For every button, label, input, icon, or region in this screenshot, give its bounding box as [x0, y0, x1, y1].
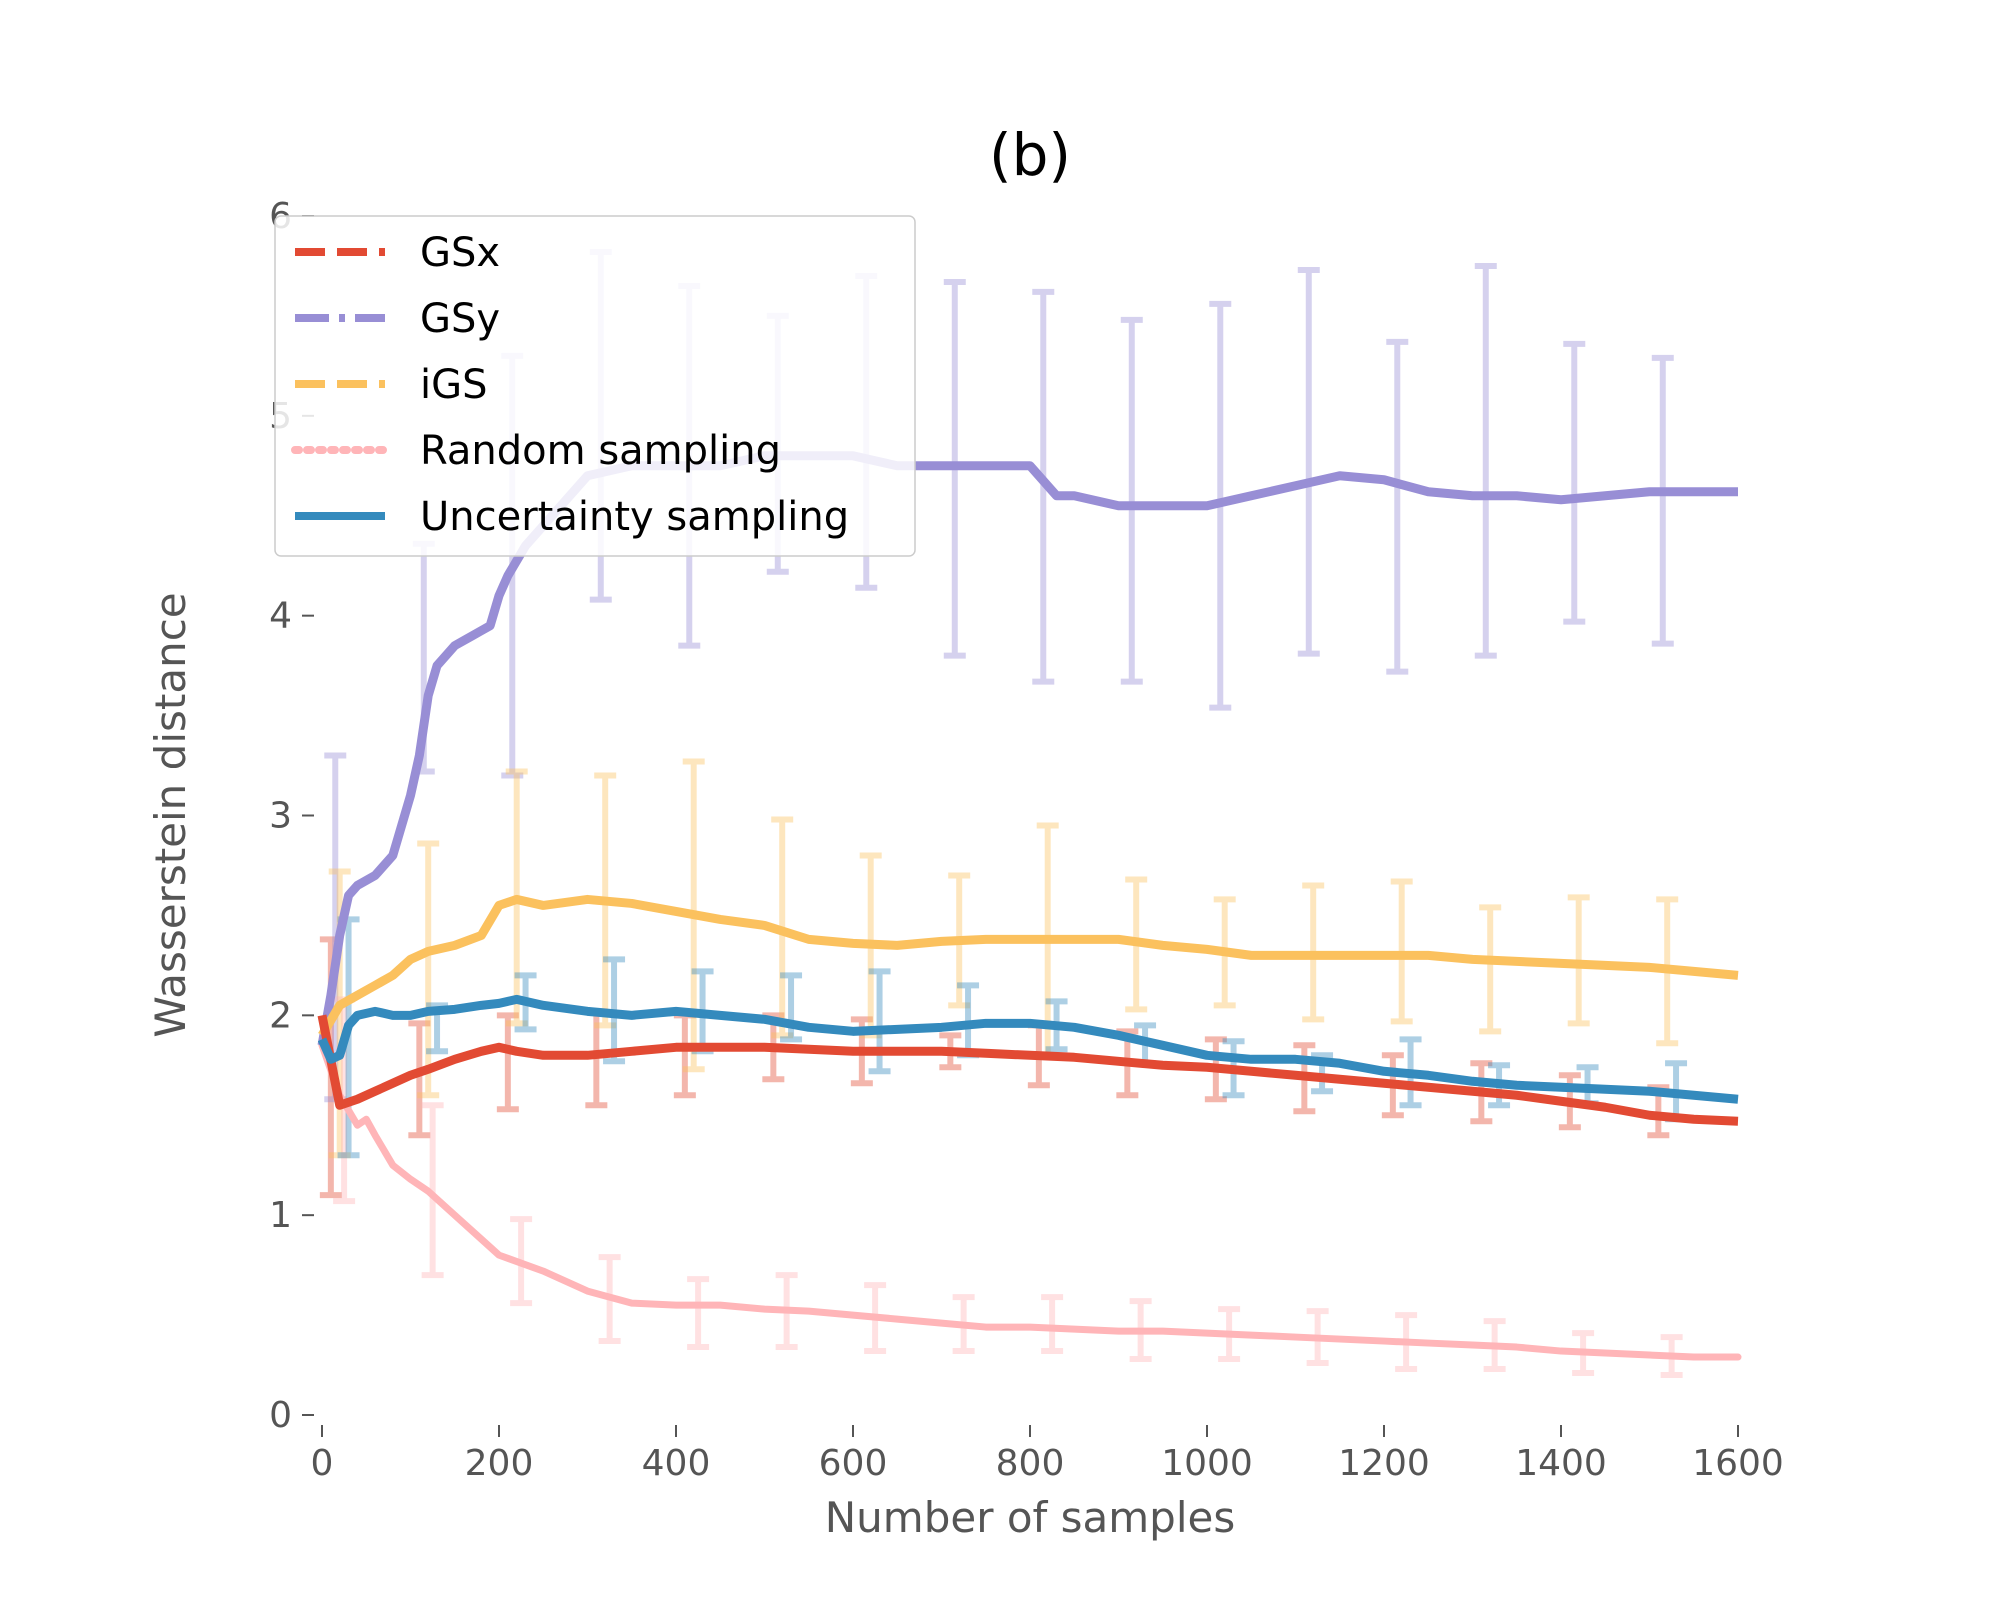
- error-bar: [1041, 1294, 1064, 1355]
- error-bar: [1563, 340, 1586, 625]
- y-tick-label: 3: [269, 796, 292, 837]
- series-line-igs: [318, 894, 1739, 1038]
- error-bar: [1651, 354, 1674, 647]
- y-tick-label: 2: [269, 995, 292, 1036]
- x-tick-label: 0: [311, 1443, 334, 1484]
- x-axis: 0 200 400 600 800 1000 1200 1400 1600: [311, 1425, 1784, 1484]
- error-bar: [417, 840, 440, 1099]
- series-line-random-sampling: [318, 1041, 1742, 1361]
- error-bar: [421, 1102, 444, 1279]
- x-tick-label: 1200: [1338, 1443, 1430, 1484]
- legend-label: GSy: [420, 296, 500, 342]
- x-tick-label: 600: [819, 1443, 888, 1484]
- x-tick-label: 1000: [1161, 1443, 1253, 1484]
- x-tick-label: 400: [642, 1443, 711, 1484]
- legend-label: GSx: [420, 230, 500, 276]
- legend-box: [274, 215, 916, 557]
- error-bar: [1386, 338, 1409, 675]
- error-bar: [1474, 262, 1497, 659]
- error-bar: [1479, 904, 1502, 1035]
- series-lines: [317, 451, 1742, 1361]
- error-bar: [1120, 316, 1143, 685]
- chart-title: (b): [989, 121, 1071, 189]
- x-tick-label: 800: [996, 1443, 1065, 1484]
- x-tick-label: 200: [465, 1443, 534, 1484]
- y-tick-label: 1: [269, 1195, 292, 1236]
- legend: GSx GSy iGS Random sampling Uncertainty samp…: [274, 215, 916, 557]
- y-tick-label: 0: [269, 1395, 292, 1436]
- error-bar: [408, 1020, 431, 1139]
- x-axis-label: Number of samples: [825, 1493, 1235, 1542]
- error-bar: [496, 1012, 519, 1113]
- x-tick-label: 1600: [1692, 1443, 1784, 1484]
- series-line-uncertainty-sampling: [317, 994, 1739, 1104]
- y-axis-label: Wasserstein distance: [146, 592, 195, 1037]
- legend-label: Random sampling: [420, 428, 781, 474]
- error-bar: [1297, 266, 1320, 657]
- x-tick-label: 1400: [1515, 1443, 1607, 1484]
- legend-label: Uncertainty sampling: [420, 494, 849, 540]
- legend-label: iGS: [420, 362, 488, 408]
- series-line-gsx: [317, 1014, 1739, 1126]
- y-tick-label: 4: [269, 596, 292, 637]
- error-bar: [687, 1276, 710, 1351]
